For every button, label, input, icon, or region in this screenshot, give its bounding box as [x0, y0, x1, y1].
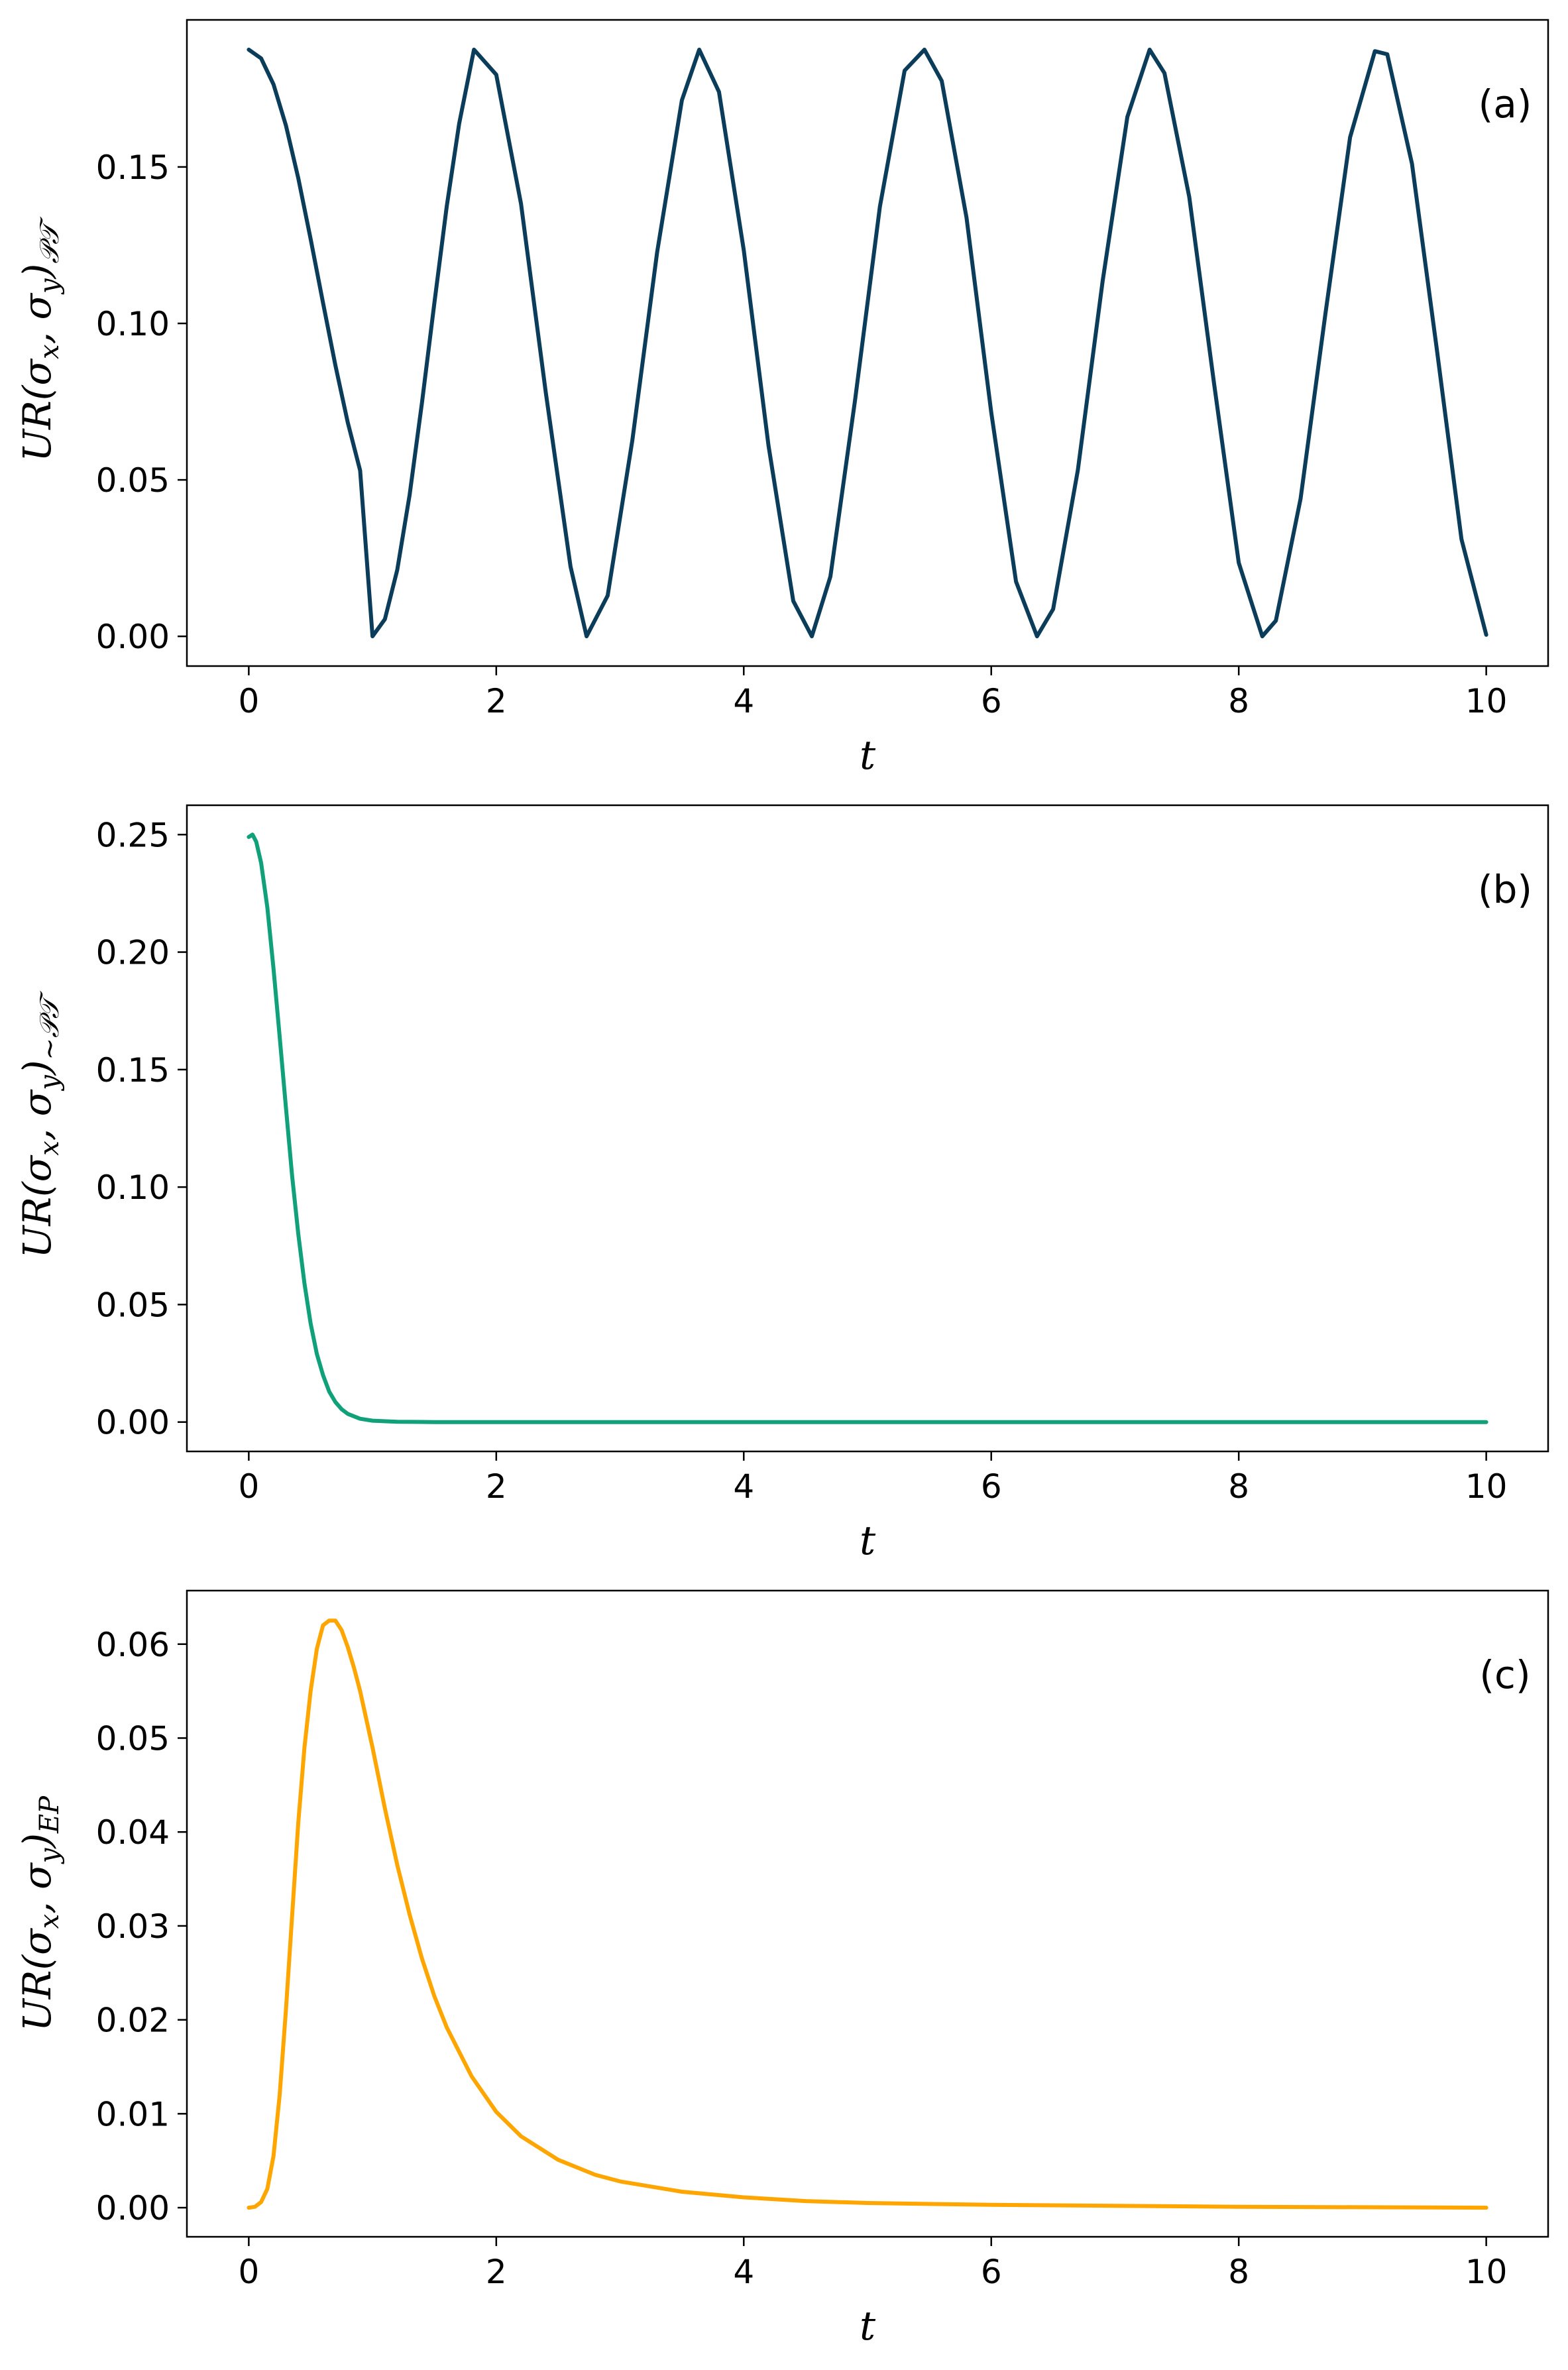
y-tick-label: 0.00 — [96, 2189, 170, 2228]
x-tick-label: 6 — [981, 682, 1002, 720]
x-tick-label: 6 — [981, 2253, 1002, 2291]
x-tick-label: 0 — [238, 1467, 259, 1506]
panel-label-b: (b) — [1478, 867, 1532, 912]
series-line-b — [247, 832, 1488, 1424]
x-tick-label: 2 — [486, 2253, 507, 2291]
y-axis-label: UR(σx, σy)𝒫𝒯 — [15, 216, 65, 462]
x-axis-label: t — [860, 732, 876, 779]
y-tick-label: 0.02 — [96, 2002, 170, 2040]
panel-b: 0 2 4 6 8 10 0.00 0.05 0.10 0.15 0.20 0.25 t UR(σx, σ… — [15, 804, 1549, 1564]
y-tick-label: 0.05 — [96, 1719, 170, 1758]
x-tick-label: 10 — [1465, 2253, 1508, 2291]
axes-frame-a — [186, 19, 1549, 667]
y-tick-label: 0.00 — [96, 1404, 170, 1442]
y-axis-label: UR(σx, σy)EP — [15, 1795, 65, 2031]
x-tick-label: 10 — [1465, 682, 1508, 720]
x-tick-label: 8 — [1228, 1467, 1249, 1506]
axes-frame-b — [186, 804, 1549, 1453]
x-axis-label: t — [860, 2303, 876, 2349]
x-tick-label: 4 — [733, 1467, 754, 1506]
x-tick-label: 8 — [1228, 2253, 1249, 2291]
y-tick-label: 0.05 — [96, 461, 170, 500]
panel-a: 0 2 4 6 8 10 0.00 0.05 0.10 0.15 t UR(σx, σy)𝒫𝒯 (a) — [15, 19, 1549, 779]
series-line-a — [247, 47, 1488, 639]
x-tick-label: 2 — [486, 682, 507, 720]
x-tick-label: 8 — [1228, 682, 1249, 720]
y-tick-label: 0.00 — [96, 618, 170, 656]
panel-label-c: (c) — [1479, 1652, 1530, 1697]
x-tick-label: 0 — [238, 682, 259, 720]
x-tick-label: 10 — [1465, 1467, 1508, 1506]
y-tick-label: 0.05 — [96, 1286, 170, 1324]
y-tick-label: 0.06 — [96, 1626, 170, 1664]
y-tick-label: 0.10 — [96, 1168, 170, 1207]
y-tick-label: 0.20 — [96, 934, 170, 972]
x-tick-label: 4 — [733, 2253, 754, 2291]
y-axis-label: UR(σx, σy)∼𝒫𝒯 — [15, 990, 65, 1258]
panel-label-a: (a) — [1479, 82, 1532, 127]
series-line-c — [247, 1618, 1488, 2210]
x-tick-label: 2 — [486, 1467, 507, 1506]
x-tick-label: 4 — [733, 682, 754, 720]
y-tick-label: 0.15 — [96, 148, 170, 187]
y-tick-label: 0.25 — [96, 816, 170, 854]
x-tick-label: 0 — [238, 2253, 259, 2291]
y-tick-label: 0.04 — [96, 1813, 170, 1852]
axes-frame-c — [186, 1589, 1549, 2238]
y-tick-label: 0.15 — [96, 1051, 170, 1090]
panel-c: 0 2 4 6 8 10 0.00 0.01 0.02 0.03 0.04 0.05 0.06 t UR(σ… — [15, 1589, 1549, 2349]
x-tick-label: 6 — [981, 1467, 1002, 1506]
y-tick-label: 0.01 — [96, 2095, 170, 2133]
y-tick-label: 0.10 — [96, 305, 170, 343]
y-tick-label: 0.03 — [96, 1907, 170, 1946]
x-axis-label: t — [860, 1518, 876, 1564]
